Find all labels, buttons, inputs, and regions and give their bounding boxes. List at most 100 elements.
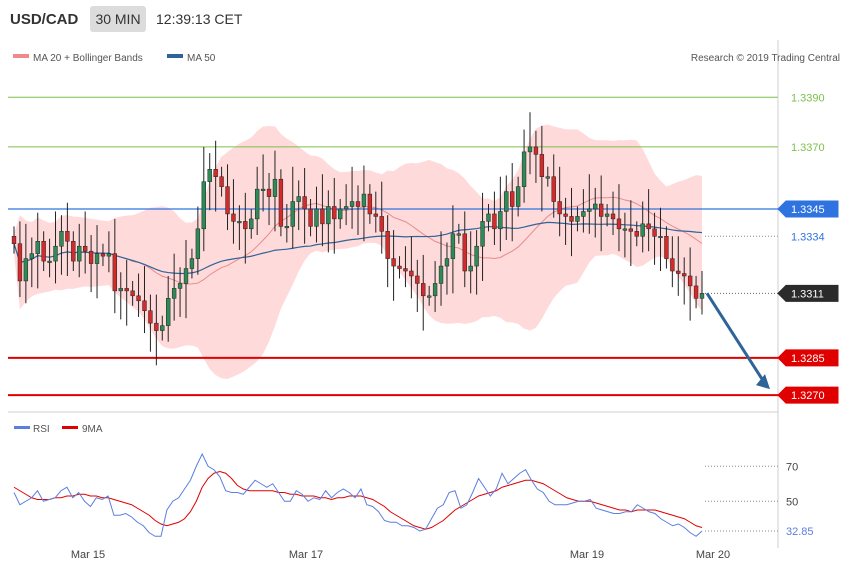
candle	[504, 175, 509, 240]
candle-body	[598, 203, 604, 217]
candle	[296, 180, 301, 231]
candle-body	[521, 151, 527, 187]
x-tick-label: Mar 17	[289, 549, 323, 561]
candle-body	[130, 290, 135, 297]
candle	[539, 125, 545, 212]
forecast-arrow-shaft	[705, 292, 766, 383]
price-tag-1.3311: 1.3311	[777, 284, 839, 302]
candle	[11, 226, 17, 254]
candle-body	[71, 240, 76, 262]
rsi-last-value: 32.85	[786, 526, 814, 538]
candle-body	[533, 146, 539, 155]
candle	[302, 168, 307, 244]
candle-body	[391, 258, 396, 267]
price-tag-label: 1.3334	[791, 231, 825, 243]
candle	[130, 280, 135, 306]
candle	[652, 212, 657, 265]
candle-body	[326, 206, 331, 225]
candle	[492, 191, 497, 245]
price-tag-box	[778, 228, 838, 245]
candle-body	[296, 196, 301, 202]
candle	[195, 206, 201, 275]
candle	[142, 266, 147, 334]
candle	[676, 236, 681, 296]
candle-body	[266, 188, 272, 197]
price-tag-label: 1.3285	[791, 353, 825, 365]
candle-body	[237, 221, 242, 224]
candle-body	[29, 253, 34, 259]
candle	[403, 246, 408, 288]
candle-body	[616, 218, 622, 230]
candle-body	[539, 154, 545, 177]
legend-bb-label: MA 20 + Bollinger Bands	[33, 53, 143, 64]
price-tag-label: 1.3345	[791, 204, 825, 216]
candle	[634, 221, 639, 247]
candle-body	[201, 181, 206, 230]
candle-body	[444, 258, 450, 267]
candle	[314, 186, 319, 243]
candle-body	[450, 233, 456, 259]
candle-body	[622, 228, 628, 231]
candle-body	[243, 221, 248, 230]
candle-body	[658, 236, 663, 239]
candle	[510, 163, 515, 242]
candle	[658, 207, 663, 272]
candle	[23, 223, 29, 304]
candle	[254, 166, 260, 236]
candle-body	[195, 228, 201, 259]
candle	[432, 261, 438, 312]
candle-body	[290, 201, 295, 227]
candle-body	[480, 221, 485, 247]
candle-body	[349, 201, 355, 207]
candle-body	[504, 191, 509, 212]
candle-body	[213, 169, 218, 177]
candle	[136, 273, 141, 317]
candle-body	[314, 208, 319, 227]
candle	[379, 181, 384, 254]
candle	[35, 212, 40, 289]
candle-body	[403, 268, 408, 272]
candle	[498, 176, 503, 252]
candle	[462, 211, 467, 288]
symbol-label: USD/CAD	[10, 11, 79, 28]
candle	[581, 189, 586, 233]
candle-body	[670, 258, 675, 272]
candle-body	[231, 213, 236, 222]
candle-body	[106, 253, 112, 257]
legend-swatch-9ma	[62, 426, 78, 429]
price-tag-1.3370: 1.3370	[778, 138, 838, 155]
candle	[373, 191, 378, 233]
candle-body	[462, 233, 467, 272]
candle	[551, 154, 556, 218]
candle-body	[343, 206, 349, 210]
candle	[148, 294, 153, 352]
candle	[421, 254, 426, 331]
price-tag-box	[777, 284, 839, 302]
timeframe-button[interactable]: 30 MIN	[90, 6, 146, 32]
timestamp: 12:39:13 CET	[156, 11, 243, 27]
candle-body	[593, 203, 598, 210]
candle-body	[189, 258, 195, 269]
candle	[415, 259, 420, 312]
candle	[699, 271, 705, 315]
candle	[243, 192, 248, 264]
candle	[545, 166, 550, 187]
x-tick-label: Mar 15	[71, 549, 105, 561]
candle-body	[367, 193, 373, 215]
candle	[693, 275, 699, 309]
candle	[308, 199, 313, 237]
candle	[112, 218, 118, 314]
price-tag-label: 1.3270	[791, 390, 825, 402]
candle-body	[100, 253, 106, 257]
candle-body	[575, 216, 580, 222]
candle-body	[634, 231, 639, 237]
candle-body	[11, 236, 17, 244]
candle-body	[183, 268, 189, 284]
chart-legend: MA 20 + Bollinger Bands MA 50 Research ©…	[13, 53, 840, 64]
forecast-arrow	[705, 292, 770, 390]
price-levels	[8, 96, 778, 397]
candle	[664, 226, 669, 269]
rsi-9ma-line	[13, 470, 703, 530]
price-tag-box	[777, 349, 839, 367]
copyright-text: Research © 2019 Trading Central	[691, 53, 840, 64]
